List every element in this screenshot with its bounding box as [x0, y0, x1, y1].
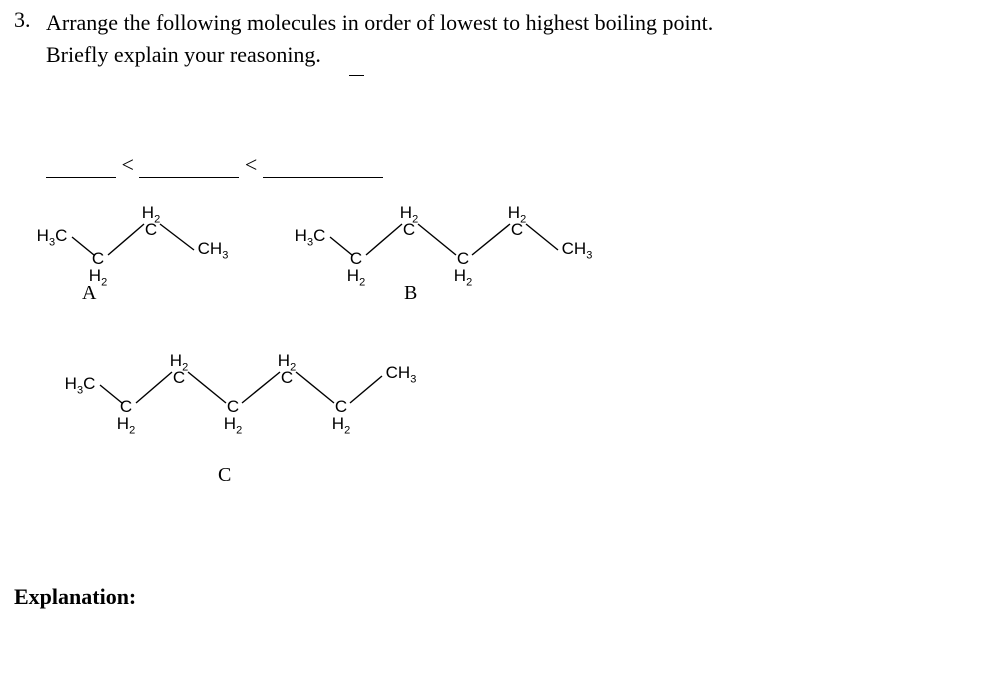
question-line-1: Arrange the following molecules in order…	[46, 10, 713, 35]
atom-label: CH2	[452, 250, 474, 284]
molecule-label-c: C	[218, 464, 231, 487]
atom-label: H2C	[140, 204, 162, 238]
atom-label: CH2	[115, 398, 137, 432]
atom-label: H3C	[62, 375, 98, 392]
question-line-2: Briefly explain your reasoning.	[46, 42, 321, 67]
less-than-2: <	[245, 152, 257, 177]
atom-label: CH3	[196, 240, 230, 257]
page: 3. Arrange the following molecules in or…	[0, 0, 989, 678]
molecule-label-a: A	[82, 282, 96, 305]
atom-label: H3C	[292, 227, 328, 244]
dash-mark	[349, 75, 364, 76]
molecule-c: H3C CH2 H2C CH2 H2C CH2 CH3	[62, 350, 432, 490]
answer-blanks: < <	[46, 152, 383, 178]
molecule-bonds	[292, 202, 602, 302]
atom-label: H2C	[276, 352, 298, 386]
molecule-a: H3C CH2 H2C CH3	[34, 202, 264, 312]
atom-label: CH2	[345, 250, 367, 284]
atom-label: CH3	[560, 240, 594, 257]
question-number: 3.	[14, 7, 31, 33]
atom-label: CH2	[330, 398, 352, 432]
question-text: Arrange the following molecules in order…	[46, 7, 959, 71]
blank-3	[263, 159, 383, 178]
less-than-1: <	[122, 152, 134, 177]
atom-label: CH3	[384, 364, 418, 381]
atom-label: H2C	[168, 352, 190, 386]
atom-label: CH2	[87, 250, 109, 284]
blank-1	[46, 159, 116, 178]
explanation-heading: Explanation:	[14, 584, 136, 610]
molecule-label-b: B	[404, 282, 417, 305]
atom-label: H3C	[34, 227, 70, 244]
blank-2	[139, 159, 239, 178]
atom-label: H2C	[398, 204, 420, 238]
atom-label: CH2	[222, 398, 244, 432]
molecule-b: H3C CH2 H2C CH2 H2C CH3	[292, 202, 602, 312]
atom-label: H2C	[506, 204, 528, 238]
